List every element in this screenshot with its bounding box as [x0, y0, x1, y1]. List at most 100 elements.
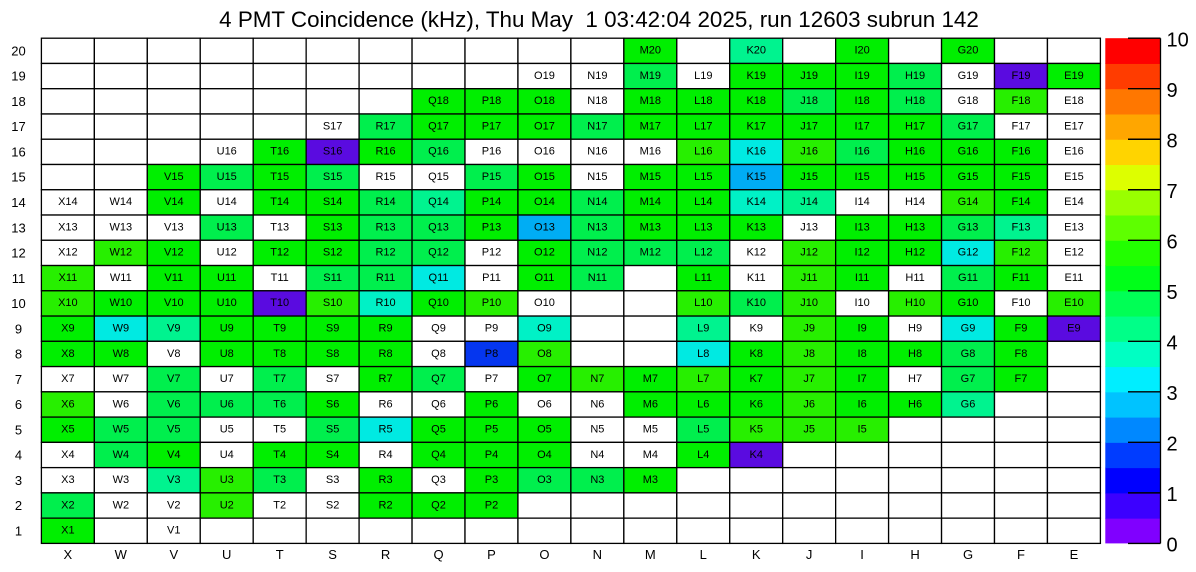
svg-text:X3: X3 [61, 474, 74, 486]
svg-text:T6: T6 [273, 398, 286, 410]
svg-text:N5: N5 [590, 424, 604, 436]
svg-text:S8: S8 [326, 348, 339, 360]
svg-text:K20: K20 [746, 45, 766, 57]
svg-text:E15: E15 [1064, 171, 1084, 183]
svg-text:M: M [645, 547, 656, 562]
svg-text:I17: I17 [854, 120, 869, 132]
svg-text:R12: R12 [375, 247, 395, 259]
svg-text:T5: T5 [273, 424, 286, 436]
svg-text:O8: O8 [537, 348, 552, 360]
svg-text:S12: S12 [323, 247, 343, 259]
svg-text:H13: H13 [905, 221, 925, 233]
svg-text:K13: K13 [746, 221, 766, 233]
svg-text:F12: F12 [1011, 247, 1030, 259]
svg-text:R17: R17 [375, 120, 395, 132]
svg-text:N18: N18 [587, 95, 607, 107]
svg-text:3: 3 [1167, 383, 1178, 405]
svg-text:O13: O13 [534, 221, 555, 233]
svg-text:X13: X13 [58, 221, 78, 233]
svg-text:U10: U10 [217, 297, 237, 309]
svg-text:E9: E9 [1067, 322, 1080, 334]
svg-text:L8: L8 [697, 348, 709, 360]
svg-text:P2: P2 [485, 499, 498, 511]
svg-text:I16: I16 [854, 146, 869, 158]
svg-text:I8: I8 [858, 348, 867, 360]
svg-text:P: P [487, 547, 496, 562]
svg-text:Q4: Q4 [431, 449, 446, 461]
svg-text:Q8: Q8 [431, 348, 446, 360]
svg-text:V9: V9 [167, 322, 180, 334]
svg-text:N: N [593, 547, 602, 562]
svg-text:T: T [276, 547, 284, 562]
svg-text:12: 12 [11, 246, 25, 261]
svg-text:N16: N16 [587, 146, 607, 158]
svg-text:I11: I11 [855, 272, 869, 284]
svg-text:Q12: Q12 [428, 247, 449, 259]
svg-text:M19: M19 [640, 70, 661, 82]
svg-text:E14: E14 [1064, 196, 1084, 208]
svg-text:T2: T2 [273, 499, 286, 511]
svg-text:U16: U16 [217, 146, 237, 158]
svg-text:13: 13 [11, 220, 25, 235]
svg-text:S4: S4 [326, 449, 339, 461]
svg-text:S: S [328, 547, 337, 562]
svg-text:7: 7 [15, 372, 22, 387]
svg-text:W2: W2 [113, 499, 130, 511]
svg-text:N11: N11 [588, 272, 607, 284]
svg-text:W7: W7 [113, 373, 130, 385]
svg-text:U: U [222, 547, 231, 562]
svg-text:P7: P7 [485, 373, 498, 385]
svg-text:N15: N15 [587, 171, 607, 183]
svg-text:T13: T13 [270, 221, 289, 233]
svg-text:O3: O3 [537, 474, 552, 486]
svg-text:M4: M4 [643, 449, 658, 461]
svg-text:V: V [169, 547, 178, 562]
svg-text:U12: U12 [217, 247, 237, 259]
svg-text:V4: V4 [167, 449, 180, 461]
svg-text:R3: R3 [379, 474, 393, 486]
svg-text:V1: V1 [167, 525, 180, 537]
svg-text:15: 15 [11, 170, 25, 185]
svg-text:H6: H6 [908, 398, 922, 410]
svg-text:S11: S11 [323, 272, 342, 284]
svg-text:W9: W9 [113, 322, 130, 334]
svg-text:S17: S17 [323, 120, 343, 132]
svg-text:O11: O11 [534, 272, 554, 284]
svg-text:I19: I19 [854, 70, 869, 82]
svg-text:W: W [115, 547, 128, 562]
svg-text:Q5: Q5 [431, 424, 446, 436]
svg-text:E17: E17 [1064, 120, 1084, 132]
svg-text:K5: K5 [749, 424, 762, 436]
svg-text:U15: U15 [217, 171, 237, 183]
svg-text:K16: K16 [746, 146, 766, 158]
svg-text:J13: J13 [800, 221, 818, 233]
svg-text:Q10: Q10 [428, 297, 449, 309]
svg-text:Q18: Q18 [428, 95, 449, 107]
svg-text:R: R [381, 547, 390, 562]
svg-text:10: 10 [11, 296, 25, 311]
svg-text:H8: H8 [908, 348, 922, 360]
svg-text:W8: W8 [113, 348, 130, 360]
svg-text:G15: G15 [958, 171, 979, 183]
svg-text:L13: L13 [694, 221, 712, 233]
svg-text:N13: N13 [587, 221, 607, 233]
svg-text:N4: N4 [590, 449, 604, 461]
svg-text:N7: N7 [590, 373, 604, 385]
svg-text:K19: K19 [746, 70, 766, 82]
svg-text:I12: I12 [854, 247, 869, 259]
svg-text:S10: S10 [323, 297, 343, 309]
svg-text:S6: S6 [326, 398, 339, 410]
svg-text:U14: U14 [217, 196, 237, 208]
svg-text:T15: T15 [270, 171, 289, 183]
svg-text:R11: R11 [376, 272, 395, 284]
svg-text:I5: I5 [858, 424, 867, 436]
svg-text:J15: J15 [800, 171, 818, 183]
svg-text:P5: P5 [485, 424, 498, 436]
svg-text:V5: V5 [167, 424, 180, 436]
svg-text:N19: N19 [587, 70, 607, 82]
svg-text:P10: P10 [482, 297, 502, 309]
svg-text:X4: X4 [61, 449, 74, 461]
svg-text:P3: P3 [485, 474, 498, 486]
svg-text:G10: G10 [958, 297, 979, 309]
svg-text:G14: G14 [958, 196, 979, 208]
